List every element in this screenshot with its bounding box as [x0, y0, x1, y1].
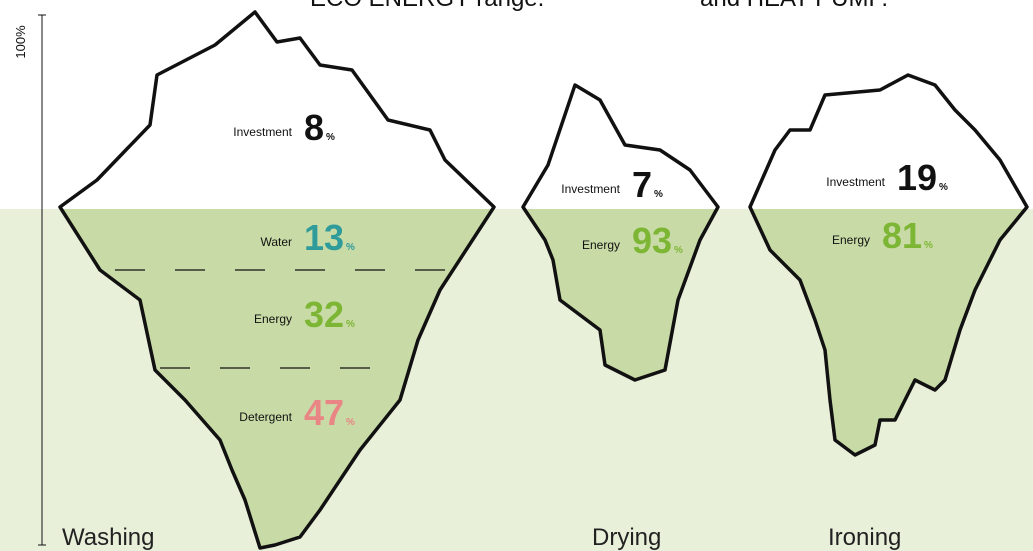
- iceberg-bottom: [524, 209, 717, 380]
- iceberg-top: [60, 12, 494, 209]
- segment-value: 7%: [632, 164, 663, 205]
- segment-label: Investment: [561, 182, 620, 196]
- segment-value: 13%: [304, 217, 355, 258]
- iceberg-bottom: [750, 209, 1026, 455]
- value-unit: %: [654, 189, 663, 200]
- segment-label: Energy: [582, 238, 620, 252]
- iceberg-outline: [521, 83, 720, 382]
- value-number: 8: [304, 107, 324, 148]
- value-number: 19: [897, 157, 937, 198]
- segment-value: 19%: [897, 157, 948, 198]
- segment-label: Energy: [832, 233, 870, 247]
- segment-value: 8%: [304, 107, 335, 148]
- header-text: ECO ENERGY range.: [310, 0, 544, 12]
- value-unit: %: [924, 240, 933, 251]
- iceberg-outline: [58, 10, 496, 550]
- segment-label: Detergent: [239, 410, 292, 424]
- header-text: and HEAT PUMP.: [700, 0, 888, 12]
- iceberg-top: [523, 85, 718, 209]
- iceberg-bottom: [61, 209, 493, 548]
- segment-label: Water: [260, 235, 292, 249]
- iceberg-name: Ironing: [828, 524, 901, 551]
- value-unit: %: [346, 417, 355, 428]
- value-number: 93: [632, 220, 672, 261]
- value-number: 13: [304, 217, 344, 258]
- value-unit: %: [326, 132, 335, 143]
- value-unit: %: [674, 245, 683, 256]
- value-number: 7: [632, 164, 652, 205]
- value-number: 47: [304, 392, 344, 433]
- iceberg-name: Drying: [592, 524, 661, 551]
- segment-value: 81%: [882, 215, 933, 256]
- iceberg-outline: [748, 73, 1029, 457]
- value-number: 32: [304, 294, 344, 335]
- value-number: 81: [882, 215, 922, 256]
- segment-label: Energy: [254, 312, 292, 326]
- value-unit: %: [346, 319, 355, 330]
- segment-value: 32%: [304, 294, 355, 335]
- value-unit: %: [939, 182, 948, 193]
- axis-label: 100%: [13, 25, 28, 59]
- segment-value: 93%: [632, 220, 683, 261]
- icebergs: [58, 10, 1029, 550]
- segment-label: Investment: [233, 125, 292, 139]
- segment-value: 47%: [304, 392, 355, 433]
- iceberg-name: Washing: [62, 524, 154, 551]
- segment-label: Investment: [826, 175, 885, 189]
- value-unit: %: [346, 242, 355, 253]
